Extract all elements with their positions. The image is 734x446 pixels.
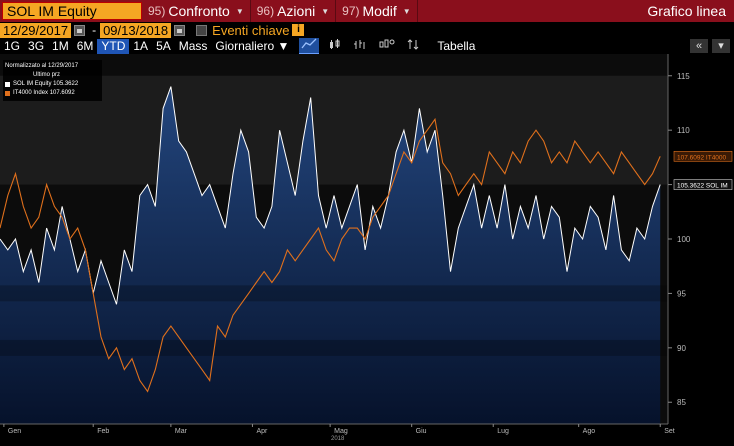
- x-tick-label: Ago: [583, 428, 596, 435]
- calendar-icon[interactable]: [74, 24, 86, 36]
- period-max[interactable]: Mass: [178, 38, 208, 53]
- collapse-icon[interactable]: «: [690, 39, 708, 53]
- settings-chart-icon[interactable]: [377, 39, 397, 54]
- menu-label: Confronto: [168, 3, 230, 19]
- menu-number: 97): [342, 4, 360, 18]
- x-tick-label: Mar: [175, 428, 188, 435]
- events-label: Eventi chiave: [212, 22, 290, 38]
- chart-area: 859095100105110115GenFebMarAprMagGiuLugA…: [0, 54, 734, 442]
- azioni-menu[interactable]: 96) Azioni ▼: [251, 0, 335, 22]
- top-bar: 95) Confronto ▼ 96) Azioni ▼ 97) Modif ▼…: [0, 0, 734, 22]
- frequency-label: Giornaliero: [215, 38, 275, 53]
- menu-number: 96): [256, 4, 275, 18]
- period-1a[interactable]: 1A: [133, 38, 149, 53]
- menu-divider: [335, 0, 337, 22]
- it4000-series-line: [0, 117, 661, 393]
- candlestick-icon[interactable]: [325, 38, 345, 54]
- legend-series-name: IT4000 Index: [13, 90, 49, 96]
- x-tick-label: Mag: [334, 428, 348, 435]
- plot-band: [0, 75, 668, 185]
- sol-series-line: [0, 86, 661, 305]
- info-icon[interactable]: i: [292, 24, 305, 36]
- x-tick-label: Apr: [256, 428, 268, 435]
- period-6m[interactable]: 6M: [76, 38, 94, 53]
- last-value-label: 105.3622 SOL IM: [677, 183, 728, 190]
- legend-item: IT4000 Index 107.6092: [5, 89, 100, 98]
- period-1m[interactable]: 1M: [52, 38, 69, 53]
- period-1g[interactable]: 1G: [4, 38, 21, 53]
- legend-subheader: Ultimo prz: [33, 72, 61, 78]
- ticker-input[interactable]: [3, 3, 141, 19]
- ticker-box: [2, 2, 142, 20]
- last-value-tag: [673, 179, 733, 190]
- line-chart-icon[interactable]: [299, 38, 320, 54]
- period-5a[interactable]: 5A: [156, 38, 171, 53]
- y-tick-label: 110: [677, 126, 690, 135]
- menu-divider: [416, 0, 418, 22]
- menu-number: 95): [148, 4, 166, 18]
- last-value-tag: [673, 150, 733, 162]
- y-tick-label: 115: [677, 72, 690, 81]
- start-date-field[interactable]: 12/29/2017: [0, 22, 72, 38]
- legend-swatch: [5, 82, 10, 87]
- legend: Normalizzato al 12/29/2017 Ultimo prz SO…: [3, 60, 102, 101]
- legend-item: SOL IM Equity 105.3622: [5, 80, 100, 89]
- legend-series-value: 105.3622: [53, 81, 79, 87]
- calendar-icon[interactable]: [174, 24, 186, 36]
- right-controls: « ▾: [690, 39, 734, 53]
- chart-title: Grafico linea: [647, 3, 726, 19]
- options-dropdown-icon[interactable]: ▾: [712, 39, 730, 53]
- menu-label: Modif: [362, 3, 397, 19]
- date-bar: 12/29/2017 - 09/13/2018 Eventi chiave i: [0, 22, 734, 38]
- y-tick-label: 95: [677, 289, 686, 298]
- table-button[interactable]: Tabella: [437, 39, 476, 53]
- swap-icon[interactable]: [403, 38, 423, 54]
- dropdown-arrow-icon: ▼: [235, 6, 244, 16]
- x-tick-label: Giu: [416, 428, 427, 435]
- end-date-field[interactable]: 09/13/2018: [100, 22, 172, 38]
- dropdown-arrow-icon: ▼: [321, 6, 330, 16]
- events-checkbox[interactable]: [196, 24, 208, 36]
- date-separator: -: [92, 23, 97, 37]
- menu-divider: [249, 0, 251, 22]
- period-ytd[interactable]: YTD: [97, 38, 130, 54]
- y-tick-label: 90: [677, 344, 686, 353]
- modif-menu[interactable]: 97) Modif ▼: [336, 0, 417, 22]
- last-value-label: 107.6092 IT4000: [677, 154, 727, 161]
- bar-chart-icon[interactable]: [351, 39, 371, 54]
- dropdown-arrow-icon: ▼: [277, 38, 290, 53]
- y-tick-label: 85: [677, 398, 686, 407]
- line-chart: 859095100105110115GenFebMarAprMagGiuLugA…: [0, 54, 733, 442]
- x-tick-label: Lug: [497, 428, 509, 435]
- period-toolbar: 1G 3G 1M 6M YTD 1A 5A Mass Giornaliero ▼…: [0, 38, 734, 54]
- legend-series-name: SOL IM Equity: [13, 81, 52, 87]
- dropdown-arrow-icon: ▼: [402, 6, 411, 16]
- y-tick-label: 100: [677, 235, 691, 244]
- x-tick-label: Set: [664, 428, 675, 435]
- x-axis-label: 2018: [331, 436, 345, 441]
- x-tick-label: Gen: [8, 428, 21, 435]
- legend-series-value: 107.6092: [49, 90, 75, 96]
- legend-header: Normalizzato al 12/29/2017: [5, 63, 79, 69]
- legend-swatch: [5, 91, 10, 96]
- confronto-menu[interactable]: 95) Confronto ▼: [142, 0, 250, 22]
- menu-label: Azioni: [277, 3, 316, 19]
- period-3g[interactable]: 3G: [28, 38, 45, 53]
- x-tick-label: Feb: [97, 428, 109, 435]
- frequency-dropdown[interactable]: Giornaliero ▼: [211, 39, 293, 54]
